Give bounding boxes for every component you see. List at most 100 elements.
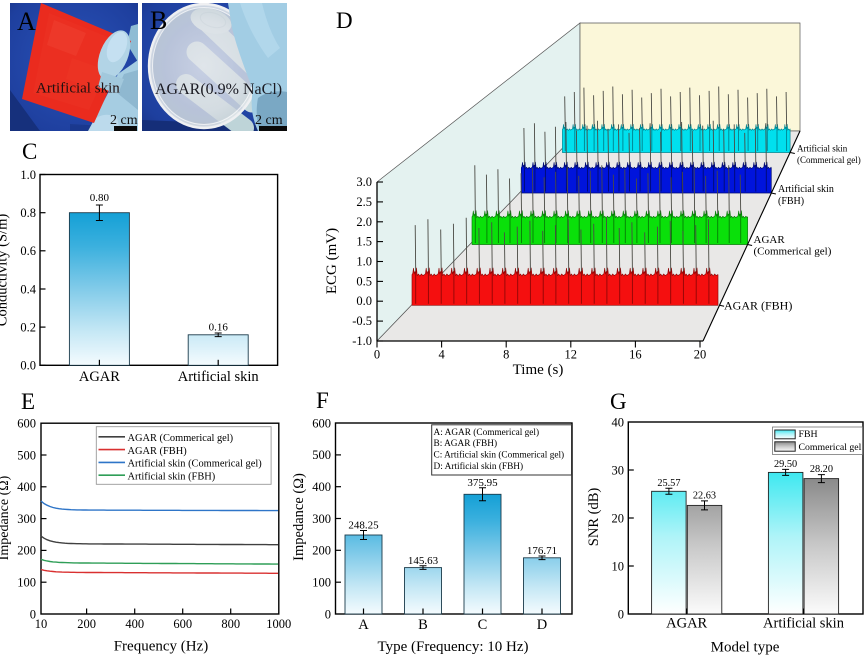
- svg-text:300: 300: [312, 512, 331, 526]
- svg-text:200: 200: [77, 617, 96, 631]
- svg-text:AGAR (Commerical gel): AGAR (Commerical gel): [128, 433, 234, 444]
- svg-text:Conductivity (S/m): Conductivity (S/m): [0, 214, 11, 327]
- svg-text:0.6: 0.6: [20, 244, 36, 258]
- svg-text:AGAR: AGAR: [79, 369, 120, 385]
- svg-text:-1.0: -1.0: [352, 334, 372, 348]
- svg-text:20: 20: [694, 348, 707, 362]
- svg-text:176.71: 176.71: [527, 545, 557, 557]
- svg-text:0.0: 0.0: [356, 294, 372, 308]
- svg-text:Type (Frequency: 10 Hz): Type (Frequency: 10 Hz): [378, 639, 529, 655]
- svg-text:0.16: 0.16: [209, 322, 229, 334]
- svg-text:600: 600: [173, 617, 192, 631]
- svg-text:Commerical gel: Commerical gel: [799, 442, 862, 453]
- svg-text:Artificial skin: Artificial skin: [178, 369, 260, 385]
- svg-text:800: 800: [221, 617, 240, 631]
- svg-text:1000: 1000: [266, 617, 291, 631]
- svg-text:400: 400: [312, 480, 331, 494]
- svg-text:25.57: 25.57: [657, 478, 680, 489]
- svg-text:0.5: 0.5: [356, 274, 372, 288]
- svg-text:B: B: [418, 617, 428, 633]
- svg-text:0.0: 0.0: [20, 359, 36, 373]
- svg-text:248.25: 248.25: [348, 520, 379, 532]
- svg-text:(FBH): (FBH): [778, 196, 804, 207]
- svg-text:Time (s): Time (s): [513, 362, 564, 378]
- svg-text:FBH: FBH: [799, 429, 818, 440]
- svg-text:A: A: [358, 617, 369, 633]
- svg-text:B: AGAR (FBH): B: AGAR (FBH): [434, 438, 498, 449]
- svg-text:Artificial skin: Artificial skin: [763, 616, 845, 632]
- svg-text:200: 200: [312, 544, 331, 558]
- svg-text:375.95: 375.95: [467, 477, 498, 489]
- svg-text:Model type: Model type: [711, 640, 780, 656]
- svg-text:1.5: 1.5: [356, 235, 372, 249]
- svg-text:2.0: 2.0: [356, 215, 372, 229]
- svg-text:0: 0: [374, 348, 380, 362]
- svg-text:600: 600: [312, 416, 331, 430]
- svg-text:A: A: [17, 7, 36, 36]
- svg-text:AGAR (FBH): AGAR (FBH): [724, 299, 792, 313]
- svg-text:Artificial skin: Artificial skin: [797, 144, 848, 154]
- svg-text:Frequency (Hz): Frequency (Hz): [114, 639, 209, 655]
- svg-text:Impedance (Ω): Impedance (Ω): [0, 475, 12, 560]
- svg-text:2 cm: 2 cm: [255, 113, 283, 128]
- svg-text:600: 600: [17, 417, 36, 431]
- svg-text:40: 40: [612, 415, 625, 429]
- svg-text:4: 4: [438, 348, 445, 362]
- svg-text:0: 0: [30, 607, 36, 621]
- svg-text:Impedance (Ω): Impedance (Ω): [291, 473, 307, 561]
- svg-text:-0.5: -0.5: [352, 314, 372, 328]
- svg-text:D: D: [537, 617, 547, 633]
- svg-text:22.63: 22.63: [693, 490, 716, 501]
- svg-text:Artificial skin: Artificial skin: [36, 81, 120, 97]
- svg-text:Artificial skin (FBH): Artificial skin (FBH): [128, 471, 216, 482]
- svg-text:2.5: 2.5: [356, 195, 372, 209]
- svg-text:400: 400: [125, 617, 144, 631]
- svg-text:1.0: 1.0: [20, 168, 36, 182]
- svg-text:Artificial skin (Commerical ge: Artificial skin (Commerical gel): [128, 459, 262, 470]
- svg-text:C: Artificial skin (Commerical: C: Artificial skin (Commerical gel): [434, 450, 565, 461]
- svg-text:145.63: 145.63: [408, 555, 439, 567]
- svg-text:400: 400: [17, 480, 36, 494]
- svg-text:(Commerical gel): (Commerical gel): [797, 155, 861, 165]
- svg-text:0.8: 0.8: [20, 206, 36, 220]
- svg-text:Artificial skin: Artificial skin: [778, 184, 834, 195]
- svg-text:F: F: [316, 388, 329, 413]
- svg-text:200: 200: [17, 544, 36, 558]
- svg-text:B: B: [150, 6, 167, 35]
- svg-text:D: D: [336, 8, 353, 33]
- svg-text:0.2: 0.2: [20, 320, 36, 334]
- svg-text:3.0: 3.0: [356, 175, 372, 189]
- svg-text:16: 16: [629, 348, 642, 362]
- svg-text:29.50: 29.50: [774, 459, 797, 470]
- svg-text:AGAR (FBH): AGAR (FBH): [128, 446, 187, 457]
- svg-text:1.0: 1.0: [356, 255, 372, 269]
- svg-text:30: 30: [612, 463, 625, 477]
- svg-text:(Commerical gel): (Commerical gel): [754, 246, 832, 258]
- svg-text:100: 100: [17, 576, 36, 590]
- svg-text:ECG (mV): ECG (mV): [324, 228, 340, 294]
- svg-text:SNR (dB): SNR (dB): [586, 488, 602, 547]
- svg-text:10: 10: [612, 559, 625, 573]
- svg-text:0.4: 0.4: [20, 282, 36, 296]
- svg-text:AGAR: AGAR: [754, 234, 786, 246]
- svg-text:AGAR(0.9% NaCl): AGAR(0.9% NaCl): [155, 81, 282, 98]
- svg-text:A: AGAR (Commerical gel): A: AGAR (Commerical gel): [434, 427, 540, 438]
- svg-text:500: 500: [17, 448, 36, 462]
- svg-text:0.80: 0.80: [90, 192, 110, 204]
- svg-text:10: 10: [35, 617, 48, 631]
- svg-text:0: 0: [325, 607, 331, 621]
- svg-text:G: G: [610, 389, 627, 414]
- svg-text:500: 500: [312, 448, 331, 462]
- svg-text:C: C: [22, 139, 37, 164]
- svg-text:28.20: 28.20: [810, 464, 833, 475]
- svg-text:20: 20: [612, 511, 625, 525]
- svg-text:D: Artificial skin (FBH): D: Artificial skin (FBH): [434, 461, 524, 472]
- svg-text:0: 0: [618, 607, 624, 621]
- svg-text:300: 300: [17, 512, 36, 526]
- svg-text:12: 12: [565, 348, 578, 362]
- svg-text:100: 100: [312, 576, 331, 590]
- svg-text:C: C: [478, 617, 488, 633]
- svg-text:2 cm: 2 cm: [110, 113, 138, 128]
- svg-text:E: E: [21, 389, 35, 414]
- svg-text:AGAR: AGAR: [666, 616, 707, 632]
